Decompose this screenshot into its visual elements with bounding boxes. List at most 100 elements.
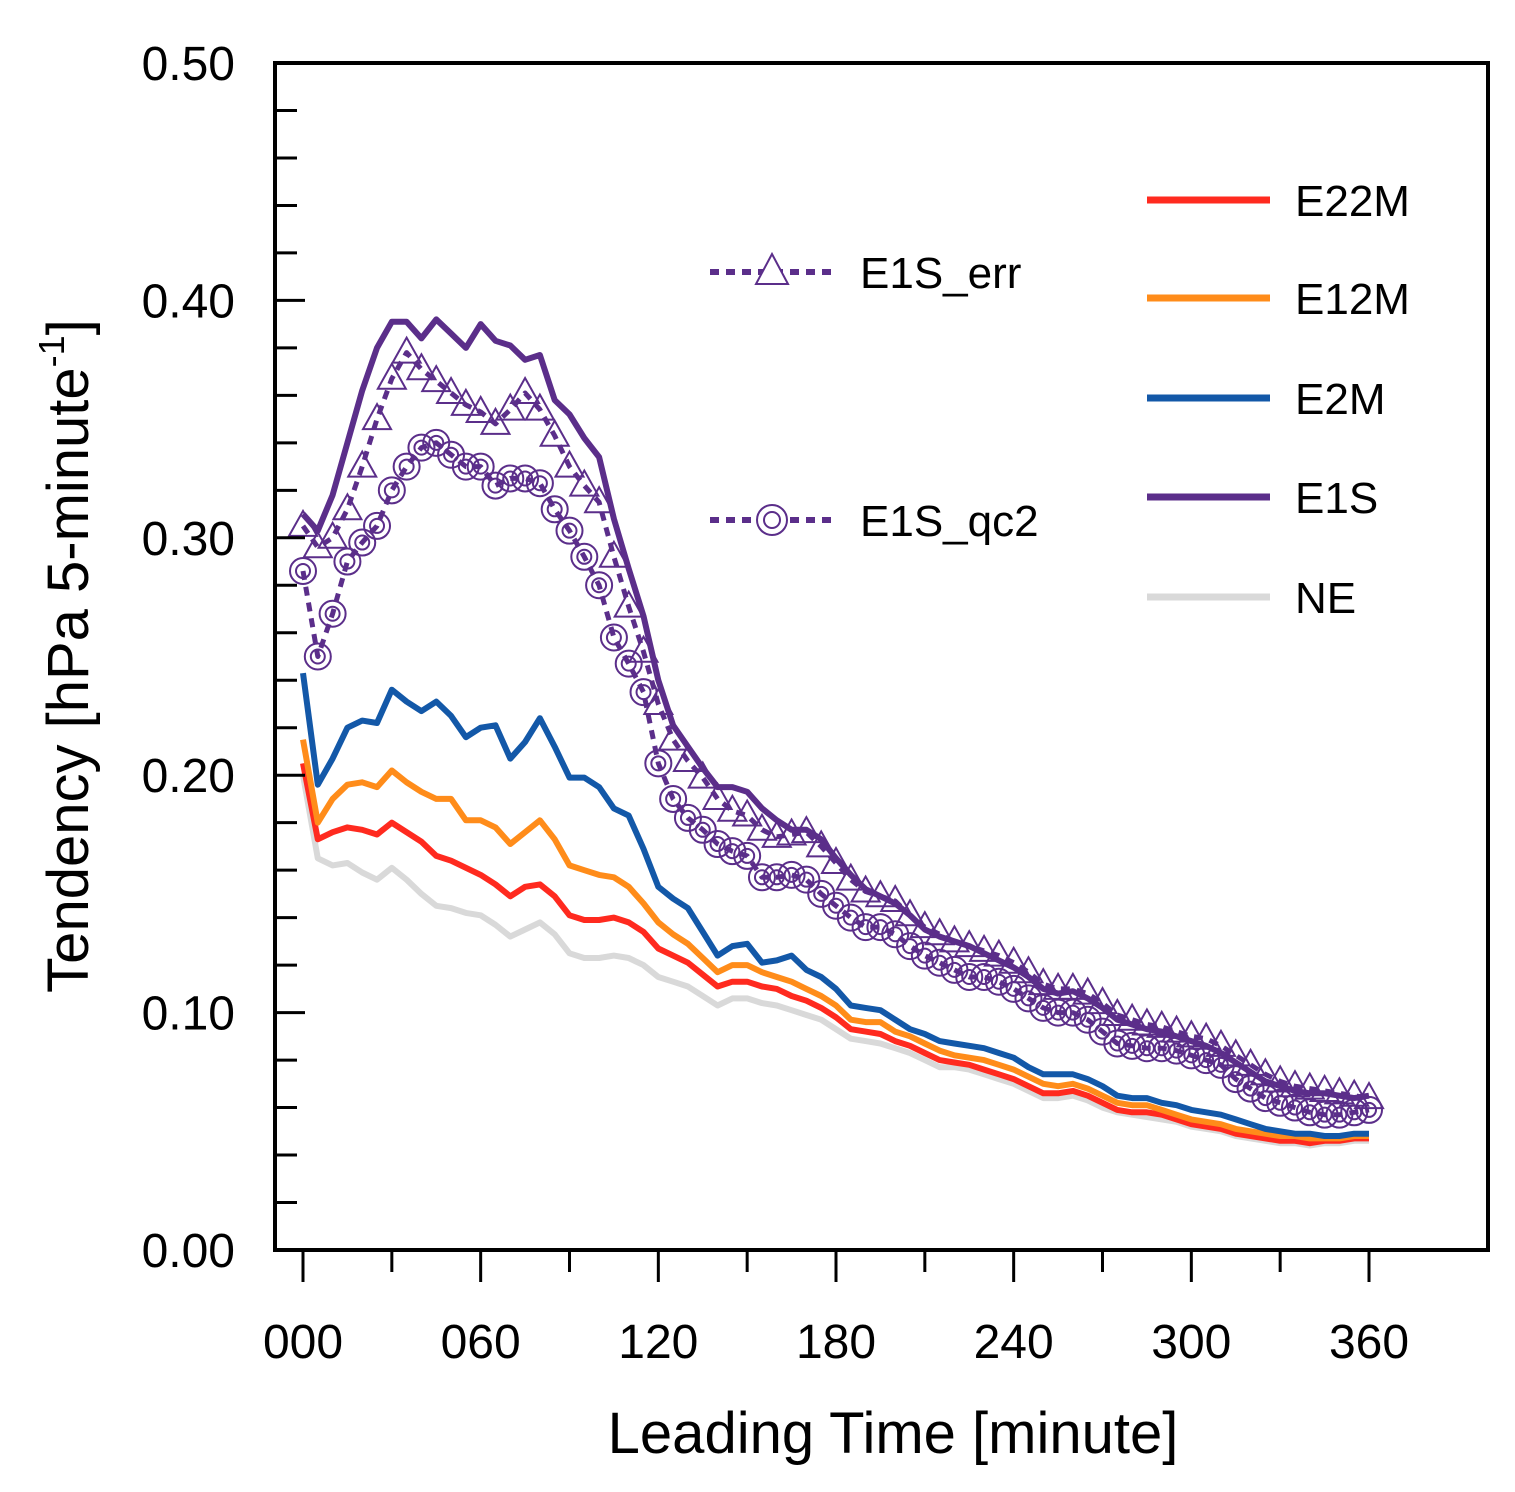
marker-circle-outer [1266,1088,1295,1117]
marker-circle-inner [946,961,963,978]
y-axis-title-main: Tendency [hPa 5-minute [36,367,101,992]
marker-triangle [420,364,452,393]
marker-triangle [1131,1007,1163,1036]
marker-triangle [464,394,497,423]
marker-circle-outer [836,903,865,932]
legend-marker-triangle [754,251,790,285]
marker-circle-inner [1064,1004,1081,1021]
marker-circle-inner [1124,1037,1141,1054]
series-e1s-qc2 [289,428,1383,1129]
marker-triangle [316,520,349,549]
x-axis-title: Leading Time [minute] [608,1401,1179,1466]
marker-triangle [494,392,526,421]
marker-circle-outer [570,542,599,571]
marker-triangle [479,406,512,435]
legend-label-e1s-qc2: E1S_qc2 [860,497,1039,546]
marker-triangle [331,492,364,521]
marker-triangle [405,352,438,381]
series-layer [287,316,1385,1149]
legend: E22M E12M E2M E1S NE E1S_err E1S_qc2 [710,177,1410,623]
marker-circle-inner [813,885,830,902]
marker-circle-inner [768,869,785,886]
marker-triangle [1057,971,1089,1000]
marker-triangle [983,938,1015,967]
marker-circle-inner [635,684,652,701]
x-tick-label: 360 [1329,1316,1409,1369]
legend-label-e22m: E22M [1295,177,1410,226]
marker-circle-inner [1168,1042,1185,1059]
marker-circle-outer [718,837,747,866]
marker-circle-inner [783,866,800,883]
y-axis-title-superscript: -1 [31,335,72,367]
marker-triangle [583,485,615,514]
marker-circle-inner [443,446,460,463]
marker-triangle [1071,976,1104,1005]
marker-circle-outer [1073,1005,1102,1034]
marker-triangle [746,812,778,841]
marker-circle-outer [363,511,392,540]
marker-triangle [835,862,867,891]
marker-circle-inner [487,477,504,494]
marker-circle-inner [1035,999,1052,1016]
marker-circle-outer [881,920,910,949]
marker-circle-outer [585,571,614,600]
marker-triangle [701,781,734,810]
marker-circle-inner [576,548,593,565]
marker-circle-inner [887,926,904,943]
plot-frame [273,61,1490,1252]
marker-circle-inner [531,475,548,492]
series-line-e12m [300,739,1369,1142]
marker-triangle [553,449,586,478]
marker-circle-inner [1109,1035,1126,1052]
marker-circle-outer [451,452,480,481]
marker-circle-inner [739,847,756,864]
marker-circle-inner [517,470,534,487]
x-tick-label: 120 [618,1316,698,1369]
series-e1s [300,316,1370,1102]
marker-triangle [361,402,393,431]
marker-triangle [1264,1064,1296,1093]
marker-circle-outer [747,863,776,892]
marker-circle-inner [990,973,1007,990]
marker-circle-inner [369,517,386,534]
legend-marker-circle-outer [756,504,788,536]
marker-triangle [1116,1002,1148,1031]
x-tick-label: 300 [1151,1316,1231,1369]
legend-label-e1s-err: E1S_err [860,249,1021,298]
marker-circle-outer [896,932,925,961]
marker-circle-outer [303,642,332,671]
series-e2m [300,672,1369,1139]
marker-circle-outer [437,440,466,469]
marker-triangle [1175,1019,1208,1048]
marker-circle-inner [916,947,933,964]
marker-triangle [613,589,645,618]
marker-circle-inner [428,434,445,451]
series-line-e1s-qc2 [300,440,1370,1118]
marker-circle-outer [540,495,569,524]
marker-circle-inner [324,605,341,622]
marker-circle-inner [665,790,682,807]
y-tick-label: 0.50 [142,38,235,91]
marker-circle-inner [295,563,311,580]
x-tick-label: 060 [441,1316,521,1369]
marker-circle-inner [1198,1052,1215,1069]
marker-circle-outer [614,649,643,678]
marker-circle-outer [807,879,836,908]
series-line-e1s-err [300,350,1370,1101]
marker-triangle [716,793,749,822]
marker-triangle [731,798,763,827]
y-tick-label: 0.20 [142,750,235,803]
marker-circle-inner [828,897,844,914]
marker-circle-inner [339,553,356,570]
marker-triangle [598,539,630,568]
marker-circle-inner [591,577,608,594]
marker-triangle [524,392,556,421]
marker-triangle [1146,1009,1178,1038]
series-line-e1s [300,316,1370,1102]
marker-circle-outer [688,815,717,844]
marker-triangle [1160,1014,1193,1043]
marker-triangle [1338,1078,1370,1107]
marker-circle-inner [383,482,400,499]
